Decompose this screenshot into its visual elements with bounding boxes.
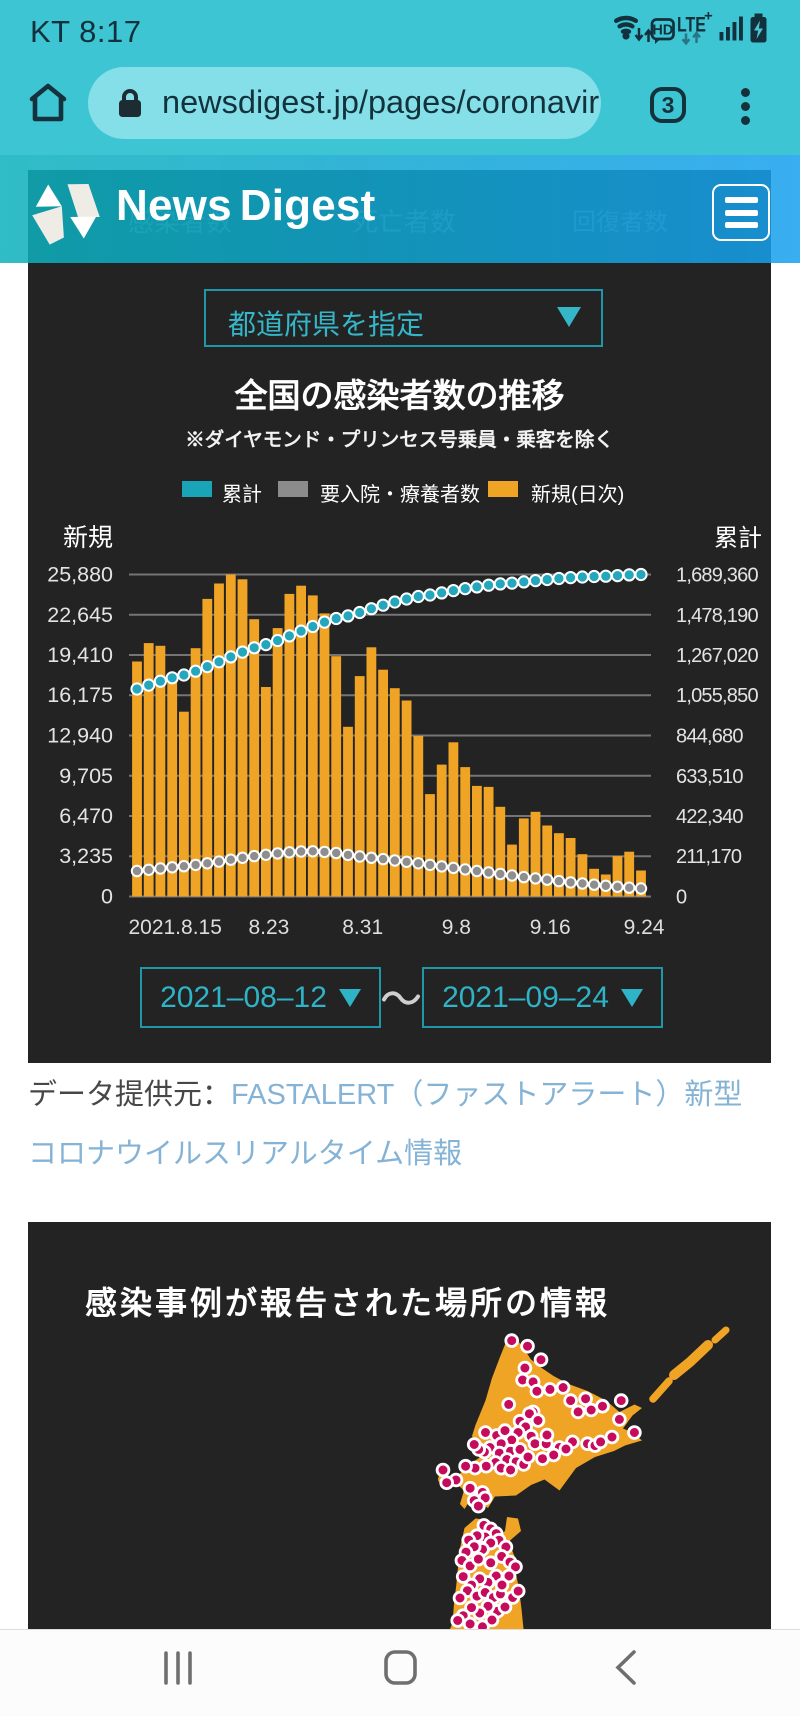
svg-text:累計: 累計 <box>714 525 762 552</box>
svg-text:19,410: 19,410 <box>47 643 113 667</box>
svg-text:0: 0 <box>101 885 113 909</box>
svg-text:1,055,850: 1,055,850 <box>676 685 758 707</box>
svg-text:9.16: 9.16 <box>530 916 571 939</box>
svg-text:新規: 新規 <box>63 524 113 552</box>
svg-text:0: 0 <box>676 887 687 909</box>
svg-text:8.31: 8.31 <box>342 916 383 939</box>
svg-text:2021.8.15: 2021.8.15 <box>128 916 221 939</box>
svg-text:422,340: 422,340 <box>676 806 743 828</box>
svg-text:633,510: 633,510 <box>676 766 743 788</box>
svg-text:9,705: 9,705 <box>59 764 113 788</box>
svg-text:9.8: 9.8 <box>442 916 471 939</box>
svg-text:1,689,360: 1,689,360 <box>676 565 758 587</box>
svg-text:1,478,190: 1,478,190 <box>676 605 758 627</box>
svg-text:22,645: 22,645 <box>47 603 113 627</box>
svg-text:HD: HD <box>652 23 673 39</box>
svg-text:844,680: 844,680 <box>676 726 743 748</box>
svg-text:12,940: 12,940 <box>47 724 113 748</box>
svg-text:25,880: 25,880 <box>47 563 113 587</box>
svg-text:211,170: 211,170 <box>676 846 742 868</box>
svg-text:+: + <box>704 8 713 25</box>
svg-text:16,175: 16,175 <box>47 683 113 707</box>
svg-text:3,235: 3,235 <box>59 844 113 868</box>
svg-text:6,470: 6,470 <box>59 804 113 828</box>
svg-text:LTE: LTE <box>677 12 706 36</box>
svg-text:8.23: 8.23 <box>248 916 289 939</box>
svg-text:1,267,020: 1,267,020 <box>676 645 758 667</box>
svg-text:9.24: 9.24 <box>624 916 665 939</box>
